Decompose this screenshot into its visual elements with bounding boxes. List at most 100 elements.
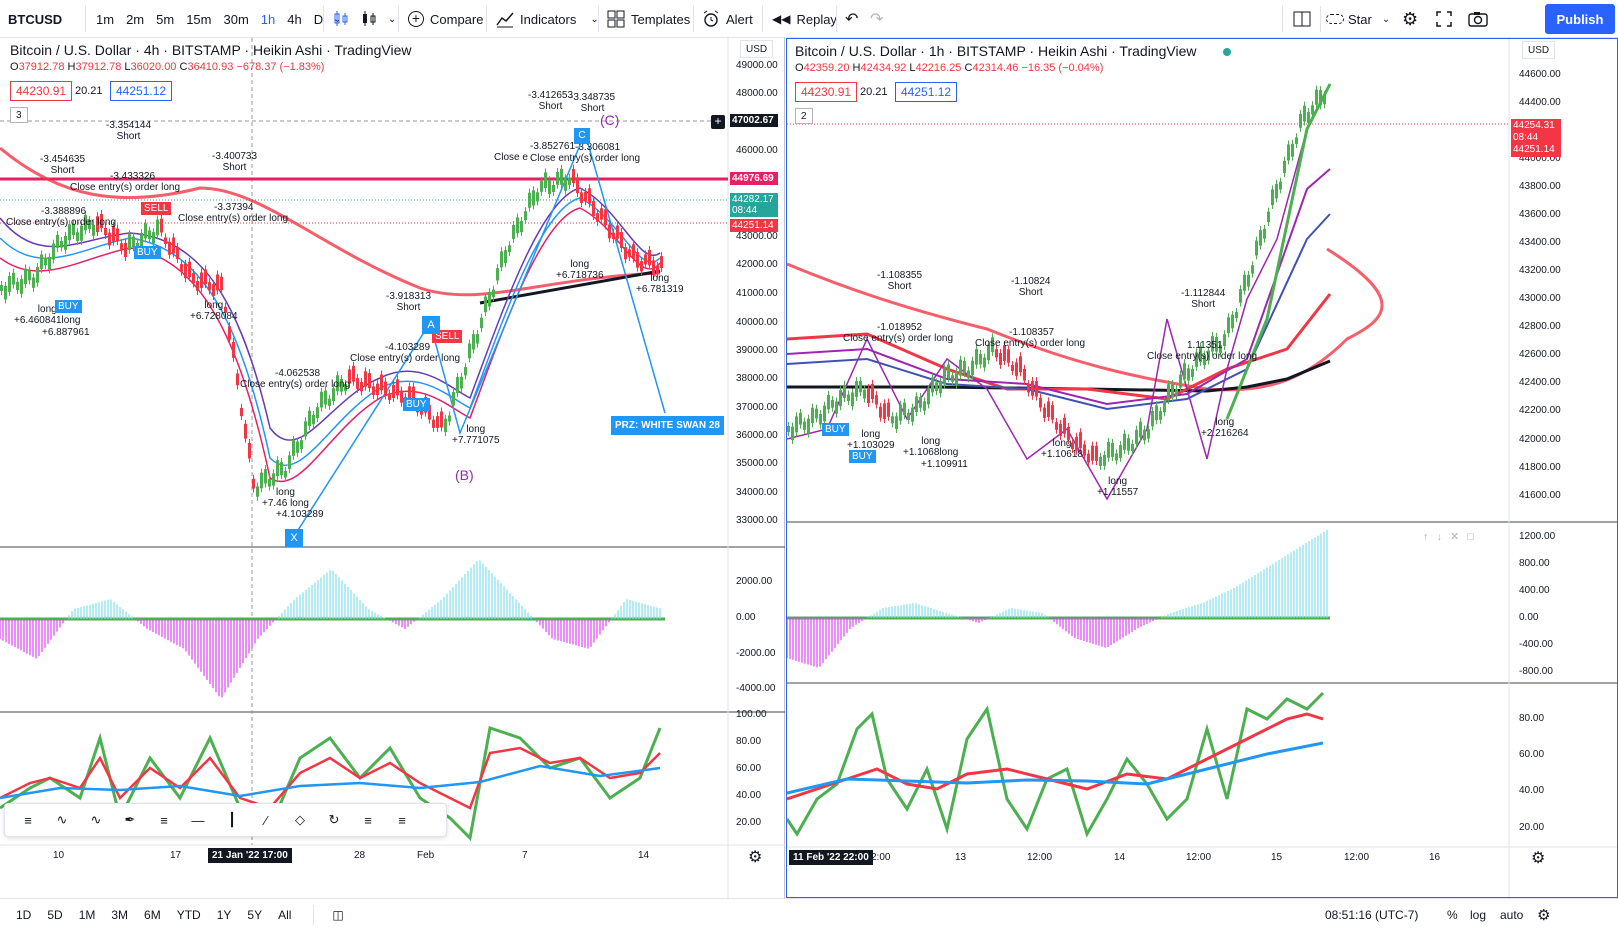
trend-line-icon[interactable]: ∕ <box>264 812 268 828</box>
goto-date-icon[interactable]: ◫ <box>332 908 344 922</box>
chevron-down-icon[interactable]: ⌄ <box>590 13 599 25</box>
buy-tag[interactable]: BUY <box>55 300 82 313</box>
undo-icon[interactable]: ↶ <box>845 11 859 28</box>
time-tick: 7 <box>522 850 528 861</box>
chevron-down-icon[interactable]: ⌄ <box>1381 13 1391 25</box>
candle-body <box>176 246 179 260</box>
range-ytd[interactable]: YTD <box>176 908 201 922</box>
auto-toggle[interactable]: auto <box>1500 908 1524 922</box>
symbol-search[interactable]: BTCUSD <box>8 11 63 27</box>
osc-tick: -800.00 <box>1519 666 1553 677</box>
buy-tag[interactable]: BUY <box>822 423 849 436</box>
left-currency[interactable]: USD <box>740 40 774 58</box>
range-1d[interactable]: 1D <box>16 908 32 922</box>
price-tick: 42000.00 <box>1519 434 1561 445</box>
left-chart-canvas[interactable] <box>0 38 785 898</box>
point-b-label: (B) <box>455 467 474 483</box>
candle-body <box>1019 356 1022 373</box>
redo-icon[interactable]: ↷ <box>870 11 884 28</box>
alert-button[interactable]: Alert <box>702 0 753 38</box>
left-ask-box[interactable]: 44251.12 <box>110 81 173 101</box>
left-chart[interactable]: Bitcoin / U.S. Dollar · 4h · BITSTAMP · … <box>0 38 785 898</box>
candle-body <box>52 243 55 260</box>
gear-icon[interactable]: ⚙ <box>1531 850 1546 867</box>
crosshair-plus-icon[interactable]: + <box>711 115 725 129</box>
candle-body <box>1171 383 1174 398</box>
log-toggle[interactable]: log <box>1470 908 1487 922</box>
range-1m[interactable]: 1M <box>78 908 96 922</box>
long-label: long +1.10618 <box>1041 438 1083 460</box>
right-currency[interactable]: USD <box>1522 41 1556 59</box>
candle-body <box>212 284 215 297</box>
brush-icon[interactable]: ✒ <box>124 812 136 827</box>
fib-retracement-icon[interactable]: ≡ <box>160 812 168 828</box>
range-3m[interactable]: 3M <box>111 908 129 922</box>
fullscreen-icon[interactable] <box>1436 0 1452 38</box>
chevron-down-icon[interactable]: ⌄ <box>388 13 397 25</box>
buy-tag[interactable]: BUY <box>134 246 161 259</box>
candle-body <box>308 410 311 426</box>
star-button[interactable]: Star ⌄ <box>1326 0 1390 38</box>
signal-label: -4.062538 Close entry(s) order long <box>240 368 351 390</box>
candle-body <box>344 383 347 392</box>
interval-1m[interactable]: 1m <box>96 11 115 27</box>
candle-body <box>951 375 954 382</box>
point-c-box[interactable]: C <box>574 128 590 144</box>
gear-icon[interactable]: ⚙ <box>1402 8 1419 29</box>
candle-body <box>995 349 998 358</box>
point-a-label[interactable]: A <box>422 316 440 334</box>
interval-30m[interactable]: 30m <box>223 11 249 27</box>
interval-1h[interactable]: 1h <box>260 11 276 27</box>
abcd-pattern-icon[interactable]: ∿ <box>56 812 68 827</box>
elliott-wave-icon[interactable]: ∿ <box>90 812 102 827</box>
pattern-icon[interactable]: ◇ <box>295 812 305 827</box>
range-5y[interactable]: 5Y <box>247 908 263 922</box>
candles-icon[interactable]: ⌄ <box>360 0 396 38</box>
clock-time[interactable]: 08:51:16 (UTC-7) <box>1325 908 1419 922</box>
parallel-channel-icon[interactable]: ≡ <box>364 812 372 828</box>
candle-body <box>883 403 886 420</box>
sell-tag[interactable]: SELL <box>141 202 172 215</box>
gear-icon[interactable]: ⚙ <box>1537 907 1551 924</box>
horizontal-ray-icon[interactable]: — <box>191 812 205 828</box>
range-5d[interactable]: 5D <box>47 908 63 922</box>
buy-tag[interactable]: BUY <box>849 450 876 463</box>
candle-body <box>1219 344 1222 353</box>
right-bid-box[interactable]: 44230.91 <box>795 82 858 102</box>
left-bid-box[interactable]: 44230.91 <box>10 81 73 101</box>
pane-controls[interactable]: ↑↓✕□ <box>1423 531 1482 543</box>
percent-toggle[interactable]: % <box>1447 908 1458 922</box>
camera-icon[interactable] <box>1468 0 1488 38</box>
menu-icon[interactable]: ≡ <box>24 812 32 828</box>
right-chart[interactable]: Bitcoin / U.S. Dollar · 1h · BITSTAMP · … <box>786 38 1618 898</box>
interval-4h[interactable]: 4h <box>287 11 302 27</box>
gear-icon[interactable]: ⚙ <box>748 849 763 866</box>
templates-button[interactable]: Templates <box>607 0 690 38</box>
prz-label[interactable]: PRZ: WHITE SWAN 28 <box>611 416 724 435</box>
right-pane-count[interactable]: 2 <box>795 108 813 124</box>
replay-button[interactable]: ◀◀ Replay <box>772 0 837 38</box>
publish-button[interactable]: Publish <box>1545 4 1615 34</box>
bars-pattern-icon[interactable]: ┃ <box>228 812 236 827</box>
point-x-label[interactable]: X <box>285 529 303 547</box>
range-6m[interactable]: 6M <box>144 908 161 922</box>
bars-style-icon[interactable] <box>332 0 350 38</box>
left-pane-count[interactable]: 3 <box>10 107 28 123</box>
interval-15m[interactable]: 15m <box>186 11 212 27</box>
buy-tag[interactable]: BUY <box>403 398 430 411</box>
compare-button[interactable]: + Compare <box>408 0 483 38</box>
range-all[interactable]: All <box>278 908 292 922</box>
candle-body <box>839 390 842 407</box>
candle-body <box>1063 417 1066 434</box>
layout-icon[interactable] <box>1293 0 1311 38</box>
right-ask-box[interactable]: 44251.12 <box>895 82 958 102</box>
right-chart-canvas[interactable] <box>787 39 1617 897</box>
range-1y[interactable]: 1Y <box>216 908 232 922</box>
pitchfork-icon[interactable]: ≡ <box>398 812 406 828</box>
interval-5m[interactable]: 5m <box>156 11 175 27</box>
interval-2m[interactable]: 2m <box>126 11 145 27</box>
indicators-button[interactable]: Indicators ⌄ <box>496 0 599 38</box>
cycle-icon[interactable]: ↻ <box>328 812 340 827</box>
interval-d[interactable]: D <box>313 11 324 27</box>
candle-body <box>276 460 279 477</box>
